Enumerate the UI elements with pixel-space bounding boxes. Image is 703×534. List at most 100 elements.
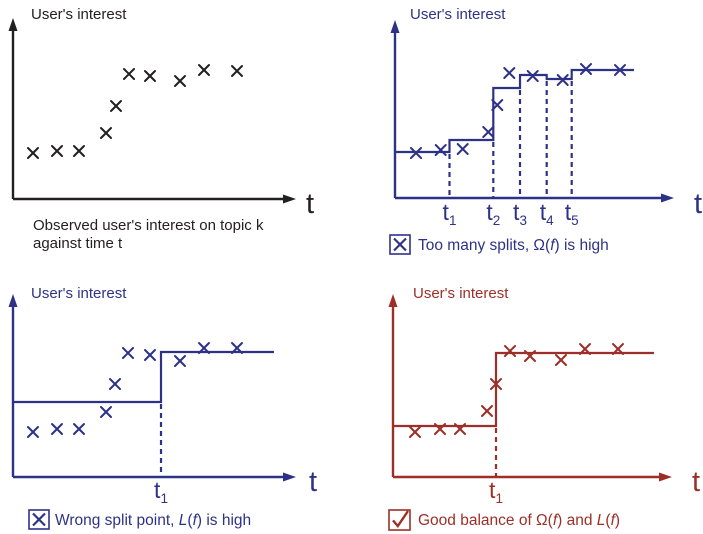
x-mark-stroke [198,342,210,354]
x-mark-stroke [454,423,466,435]
x-mark-stroke [231,65,243,77]
x-mark-stroke [503,67,516,79]
caption-text-run: ( [187,512,193,529]
data-point-marker [231,342,243,354]
x-axis-label: t [694,188,702,220]
x-axis-label: t [692,466,700,498]
caption-check-icon [392,510,409,528]
caption-legend-box [28,509,50,530]
data-point-marker [409,426,421,438]
data-point-marker [198,64,210,76]
panel-caption-text: Good balance of Ω(f) and L(f) [418,512,620,529]
data-point-marker [580,63,592,75]
split-label-subscript: 1 [449,213,457,228]
caption-text-run: ) [615,512,620,529]
split-label: t2 [486,199,500,228]
split-label: t5 [565,199,579,228]
x-mark-stroke [109,378,121,390]
caption-text-run: Wrong split point, [55,512,179,529]
data-point-marker [482,126,495,138]
data-point-marker [524,350,536,362]
x-mark-stroke [198,64,210,76]
caption-text-run: f [611,512,617,529]
x-mark-stroke [123,68,135,80]
step-function-line [393,351,654,428]
data-point-marker [231,65,243,77]
x-mark-stroke [51,145,63,157]
x-mark-stroke [100,127,112,139]
x-mark-stroke [27,426,39,438]
x-mark-stroke [409,426,421,438]
x-mark-stroke [524,350,536,362]
data-point-marker [123,68,135,80]
data-point-marker [27,147,39,159]
split-label-subscript: 4 [546,213,554,228]
data-point-marker [109,378,121,390]
panel-caption-text: Wrong split point, L(f) is high [55,512,251,529]
data-point-marker [614,64,626,76]
x-mark-stroke [174,355,186,367]
caption-text-run: f [193,512,199,529]
data-point-marker [579,343,591,355]
x-mark-stroke [556,74,569,86]
data-point-marker [410,147,422,159]
data-point-marker [51,145,63,157]
caption-text-run: f [550,237,556,254]
caption-text-run: f [553,512,559,529]
panel-observed-scatter: t User's interest Observed user's interest… [8,6,314,252]
caption-x-icon [393,237,407,252]
x-axis-label: t [306,188,314,220]
data-point-marker [144,349,156,361]
data-point-marker [490,378,502,390]
y-axis-title: User's interest [31,6,127,23]
caption-x-icon [32,512,46,527]
data-point-marker [174,75,186,87]
x-axis-arrowhead-icon [283,194,296,204]
x-mark-stroke [580,63,592,75]
data-point-marker [526,70,539,82]
x-axis-arrowhead-icon [659,472,672,482]
x-mark-stroke [100,406,112,418]
data-point-marker [481,405,493,417]
panel-caption-text: Too many splits, Ω(f) is high [418,237,609,254]
x-mark-stroke [434,423,446,435]
x-axis-arrowhead-icon [661,193,674,203]
x-mark-stroke [27,147,39,159]
x-mark-stroke [144,70,156,82]
data-point-marker [110,100,122,112]
y-axis-title: User's interest [413,285,509,302]
data-point-marker [198,342,210,354]
panel-caption-line: against time t [33,235,123,252]
panel-too-many-splits: t User's interest t1 t2 t3 t4 t5 Too many split… [389,6,702,255]
data-point-marker [51,423,63,435]
data-point-marker [503,67,516,79]
x-mark-stroke [73,145,85,157]
x-mark-stroke [614,64,626,76]
x-mark-stroke [491,99,504,111]
x-mark-stroke [526,70,539,82]
x-mark-stroke [434,144,447,156]
caption-text-run: ) is high [197,512,251,529]
x-mark-stroke [481,405,493,417]
split-label-subscript: 2 [493,213,501,228]
split-label-subscript: 1 [160,491,168,506]
data-point-marker [612,343,624,355]
x-axis-label: t [309,466,317,498]
x-mark-stroke [555,354,567,366]
x-mark-stroke [490,378,502,390]
data-point-marker [504,345,516,357]
x-mark-stroke [32,512,46,527]
data-point-marker [555,354,567,366]
x-mark-stroke [231,342,243,354]
data-point-marker [122,347,134,359]
x-axis-arrowhead-icon [283,472,296,482]
data-point-marker [454,423,466,435]
data-point-marker [100,127,112,139]
caption-text-run: Too many splits, Ω( [418,237,551,254]
data-point-marker [434,423,446,435]
x-mark-stroke [504,345,516,357]
data-point-marker [73,145,85,157]
y-axis-title: User's interest [31,285,127,302]
